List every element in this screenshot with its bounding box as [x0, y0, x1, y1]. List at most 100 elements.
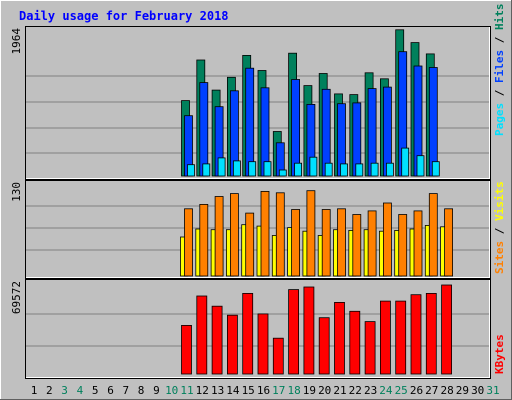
sites-bar [260, 190, 270, 277]
kbytes-bar [441, 284, 453, 375]
sites-bar [444, 208, 454, 277]
sites-bar [245, 212, 255, 277]
x-tick-label: 1 [31, 384, 38, 397]
x-tick-label: 31 [486, 384, 499, 397]
panel-3-bars [181, 284, 453, 375]
files-bar [428, 67, 438, 177]
sites-bar [413, 210, 423, 277]
kbytes-bar [242, 292, 254, 375]
pages-bar [202, 163, 211, 177]
panel-2-ymax-label: 130 [10, 182, 23, 202]
sites-bar [321, 209, 331, 277]
legend-kbytes: KBytes [493, 334, 506, 374]
legend-separator: / [493, 30, 506, 50]
pages-bar [278, 169, 287, 177]
kbytes-panel: 69572 KBytes [10, 279, 506, 379]
sites-bar [229, 193, 239, 277]
x-tick-label: 19 [303, 384, 316, 397]
x-tick-label: 23 [364, 384, 377, 397]
x-tick-label: 8 [138, 384, 145, 397]
sites-bar [367, 210, 377, 277]
files-bar [245, 67, 255, 177]
x-tick-label: 14 [226, 384, 240, 397]
panel-3-ymax-label: 69572 [10, 281, 23, 314]
kbytes-bar [226, 314, 238, 375]
x-tick-label: 13 [211, 384, 224, 397]
x-axis-day-labels: 1 2 3 4 5 6 7 8 9 10 11 12 13 14 15 16 17 18 19 20 21 22 23 24 2… [31, 384, 500, 397]
panel-2-bars [180, 190, 454, 277]
pages-bar [217, 157, 226, 177]
pages-bar [294, 162, 303, 177]
sites-bar [382, 202, 392, 277]
x-tick-label: 7 [122, 384, 129, 397]
kbytes-bar [303, 286, 315, 375]
x-tick-label: 4 [77, 384, 84, 397]
sites-bar [352, 214, 362, 277]
pages-bar [385, 162, 394, 177]
panel-1-ymax-label: 1964 [10, 28, 23, 55]
hits-files-pages-panel: 1964 Pages / Files / Hits [10, 4, 506, 180]
kbytes-bar [196, 295, 208, 375]
x-tick-label: 6 [107, 384, 114, 397]
kbytes-bar [349, 310, 361, 375]
legend-separator: / [493, 221, 506, 241]
panel-1-legend: Pages / Files / Hits [493, 4, 506, 137]
sites-bar [291, 209, 301, 277]
pages-bar [248, 161, 257, 177]
sites-bar [398, 214, 408, 277]
x-tick-label: 30 [471, 384, 484, 397]
kbytes-bar [364, 321, 376, 375]
x-tick-label: 22 [349, 384, 362, 397]
x-tick-label: 24 [379, 384, 393, 397]
legend-files: Files [493, 50, 506, 83]
panel-2-legend-text: Sites / Visits [493, 181, 506, 274]
x-tick-label: 25 [395, 384, 408, 397]
sites-bar [214, 196, 224, 277]
x-tick-label: 15 [242, 384, 255, 397]
sites-bar [428, 193, 438, 277]
x-tick-label: 18 [287, 384, 300, 397]
x-tick-label: 16 [257, 384, 270, 397]
x-tick-label: 5 [92, 384, 99, 397]
x-tick-label: 26 [410, 384, 423, 397]
pages-bar [187, 164, 195, 177]
kbytes-bar [211, 305, 223, 375]
panel-1-bars [181, 29, 440, 177]
kbytes-bar [410, 294, 422, 375]
sites-bar [275, 192, 285, 277]
kbytes-bar [379, 300, 391, 375]
x-tick-label: 27 [425, 384, 438, 397]
pages-bar [340, 163, 348, 177]
pages-bar [416, 155, 425, 177]
kbytes-bar [257, 313, 269, 375]
kbytes-bar [318, 317, 330, 375]
pages-bar [355, 163, 364, 177]
x-tick-label: 10 [165, 384, 178, 397]
legend-pages: Pages [493, 103, 506, 136]
kbytes-bar [425, 292, 437, 375]
kbytes-bar [272, 337, 284, 375]
sites-bar [184, 208, 193, 277]
panel-1-legend-text: Pages / Files / Hits [493, 4, 506, 137]
panel-2-legend: Sites / Visits [493, 181, 506, 274]
sites-bar [306, 190, 316, 277]
files-bar [382, 86, 392, 177]
x-tick-label: 3 [61, 384, 68, 397]
pages-bar [370, 162, 379, 177]
kbytes-bar [334, 301, 345, 375]
kbytes-bar [395, 300, 407, 375]
x-tick-label: 28 [440, 384, 453, 397]
files-bar [199, 82, 209, 177]
kbytes-bar [181, 324, 192, 375]
kbytes-bar [288, 289, 300, 375]
pages-bar [232, 160, 241, 177]
files-bar [291, 79, 301, 177]
x-tick-label: 2 [46, 384, 53, 397]
x-tick-label: 29 [456, 384, 469, 397]
panel-3-legend: KBytes [493, 334, 506, 374]
visits-sites-panel: 130 Sites / Visits [10, 180, 506, 279]
x-tick-label: 21 [333, 384, 346, 397]
pages-bar [324, 162, 333, 177]
legend-visits: Visits [493, 181, 506, 221]
